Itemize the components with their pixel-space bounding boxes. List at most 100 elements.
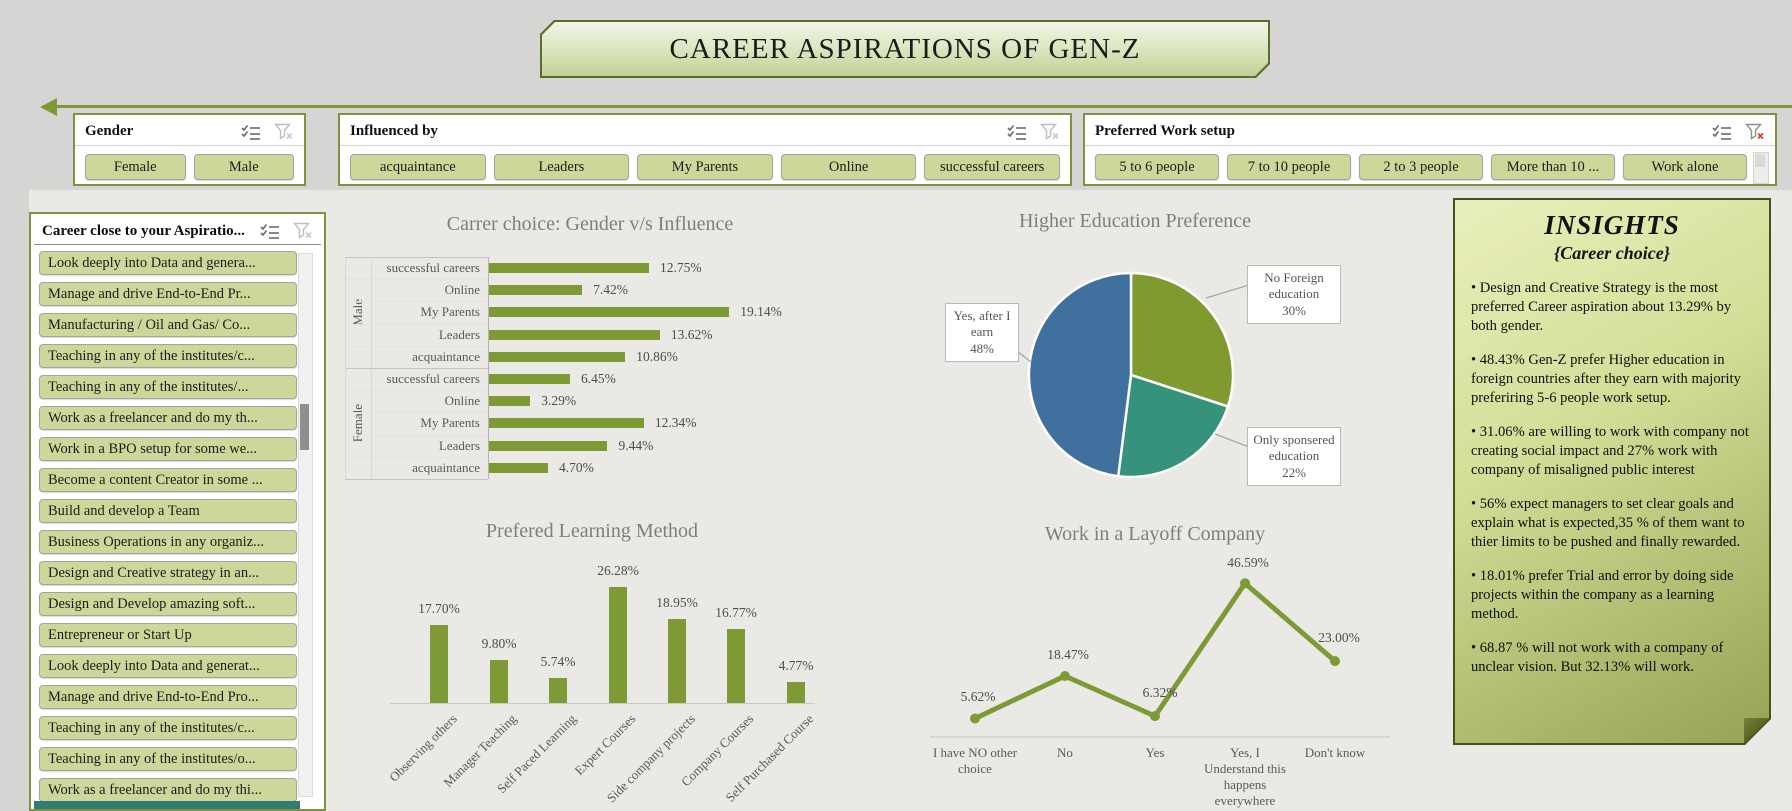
x-axis-label: No [1057,745,1073,760]
data-point-yes[interactable] [1150,711,1160,722]
multi-select-icon[interactable] [260,223,280,239]
career-list-item[interactable]: Teaching in any of the institutes/c... [39,716,297,740]
career-list-item[interactable]: Design and Develop amazing soft... [39,592,297,616]
gender-slicer: Gender Female Male [73,113,306,186]
slicer-item-2-to-3-people[interactable]: 2 to 3 people [1359,154,1483,180]
slicer-item-successful-careers[interactable]: successful careers [924,154,1060,180]
row-separator [345,345,488,347]
bar-male-acquaintance[interactable] [489,351,626,362]
pie-callout-yes-after-i-earn: Yes, after I earn 48% [945,303,1019,362]
bar-category-label: Leaders [438,326,480,342]
career-list-item[interactable]: Work in a BPO setup for some we... [39,437,297,461]
bar-female-online[interactable] [489,396,531,407]
bar-observing-others[interactable] [430,624,448,703]
career-list-item[interactable]: Teaching in any of the institutes/o... [39,747,297,771]
career-list-item[interactable]: Build and develop a Team [39,499,297,523]
pie-callout-only-sponsered-education: Only sponsered education 22% [1247,427,1341,486]
divider-line [54,105,1792,108]
bar-female-leaders[interactable] [489,440,608,451]
learning-method-chart: Prefered Learning Method 17.70% Observing… [360,515,830,811]
insight-bullet: • 31.06% are willing to work with compan… [1471,423,1749,478]
clear-filter-icon[interactable] [1745,123,1765,141]
multi-select-icon[interactable] [241,124,261,140]
career-list-item[interactable]: Entrepreneur or Start Up [39,623,297,647]
bar-category-label: Leaders [438,437,480,453]
data-point-don-t-know[interactable] [1330,656,1340,667]
slicer-item-acquaintance[interactable]: acquaintance [350,154,486,180]
influenced-by-slicer-header: Influenced by [340,115,1070,146]
bar-female-my-parents[interactable] [489,418,644,429]
insight-bullet: • 56% expect managers to set clear goals… [1471,495,1745,550]
bar-category-label: Online [444,393,480,409]
work-setup-scrollbar[interactable] [1753,152,1769,184]
career-list-item[interactable]: Become a content Creator in some ... [39,468,297,492]
pie-slice-yes-after-i-earn[interactable] [1027,271,1133,478]
data-point-yes-i-understand-this-happens-everywhere[interactable] [1240,578,1250,589]
slicer-item-more-than-10[interactable]: More than 10 ... [1491,154,1615,180]
multi-select-icon[interactable] [1007,124,1027,140]
clear-filter-icon[interactable] [274,123,294,141]
career-list-item[interactable]: Look deeply into Data and generat... [39,654,297,678]
point-value-label: 23.00% [1318,630,1360,645]
group-boundary [345,479,488,480]
slicer-item-male[interactable]: Male [193,154,294,180]
bar-side-company-projects[interactable] [668,619,686,703]
career-list-bottom-bar [34,801,300,809]
bar-male-online[interactable] [489,285,583,296]
bar-value-label: 19.14% [740,304,782,320]
career-list-item[interactable]: Design and Creative strategy in an... [39,561,297,585]
bar-value-label: 16.77% [715,605,757,621]
career-list-item[interactable]: Work as a freelancer and do my th... [39,406,297,430]
bar-male-successful-careers[interactable] [489,263,649,273]
bar-manager-teaching[interactable] [490,659,508,703]
slicer-item-leaders[interactable]: Leaders [493,154,630,180]
bar-male-leaders[interactable] [489,329,660,340]
bar-value-label: 9.80% [481,635,517,651]
career-list-item[interactable]: Look deeply into Data and genera... [39,251,297,275]
pie-slice-only-sponsered-education[interactable] [1116,373,1230,479]
insight-bullet: • 48.43% Gen-Z prefer Higher education i… [1471,351,1741,406]
data-point-i-have-no-other-choice[interactable] [970,713,980,724]
line-plot-area [930,578,1390,738]
bar-category-label: Online [444,282,480,298]
bar-company-courses[interactable] [727,629,745,703]
career-list-scrollbar[interactable] [298,253,313,797]
bar-value-label: 9.44% [618,437,654,453]
slicer-item-work-alone[interactable]: Work alone [1623,154,1747,180]
slicer-item-5-to-6-people[interactable]: 5 to 6 people [1095,154,1219,180]
row-separator [345,279,488,281]
clear-filter-icon[interactable] [1040,123,1060,141]
career-list-item[interactable]: Teaching in any of the institutes/... [39,375,297,399]
pie-slice-no-foreign-education[interactable] [1129,271,1235,409]
career-list-item[interactable]: Manufacturing / Oil and Gas/ Co... [39,313,297,337]
career-aspiration-slicer: Career close to your Aspiratio... Look d… [29,212,326,811]
bar-male-my-parents[interactable] [489,307,730,318]
work-setup-scrollbar-thumb[interactable] [1755,154,1765,167]
bar-plot-area: Male successful careers 12.75% Online 7.42% M… [340,205,800,495]
slicer-item-7-to-10-people[interactable]: 7 to 10 people [1227,154,1351,180]
gender-slicer-header: Gender [75,115,304,146]
work-setup-slicer-title: Preferred Work setup [1095,123,1235,139]
bar-expert-courses[interactable] [609,587,627,703]
career-list-scrollbar-thumb[interactable] [300,404,309,450]
career-list-item[interactable]: Manage and drive End-to-End Pr... [39,282,297,306]
chart-title: Higher Education Preference [1018,210,1252,232]
slicer-item-online[interactable]: Online [780,154,917,180]
bar-self-purchased-course[interactable] [787,681,805,703]
slicer-item-my-parents[interactable]: My Parents [637,154,773,180]
slicer-item-female[interactable]: Female [85,154,186,180]
bar-female-successful-careers[interactable] [489,374,570,384]
career-list-item[interactable]: Teaching in any of the institutes/c... [39,344,297,368]
career-list-item[interactable]: Business Operations in any organiz... [39,530,297,554]
career-list-item[interactable]: Work as a freelancer and do my thi... [39,778,297,802]
bar-self-paced-learning[interactable] [549,677,567,703]
bar-female-acquaintance[interactable] [489,462,548,473]
career-list-title: Career close to your Aspiratio... [42,222,245,239]
career-list-item[interactable]: Manage and drive End-to-End Pro... [39,685,297,709]
clear-filter-icon[interactable] [293,222,313,240]
multi-select-icon[interactable] [1712,124,1732,140]
data-point-no[interactable] [1060,671,1070,681]
title-banner: CAREER ASPIRATIONS OF GEN-Z [540,20,1270,78]
chart-title: Prefered Learning Method [485,520,699,542]
career-list-items: Look deeply into Data and genera... Manag… [39,251,297,809]
